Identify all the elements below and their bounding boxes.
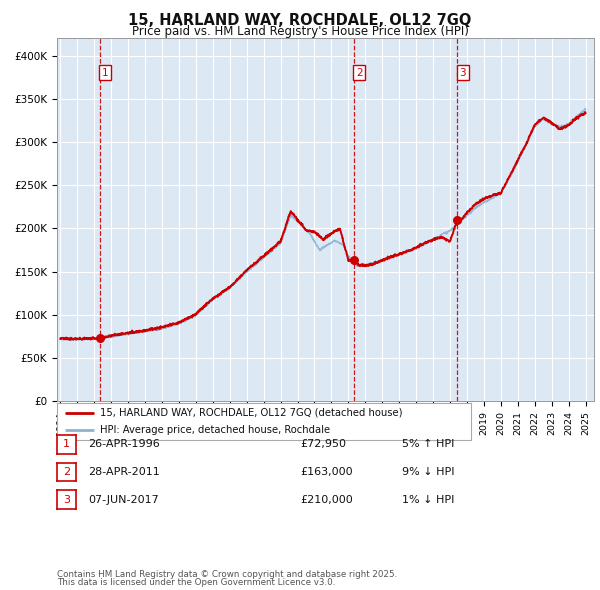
Text: 15, HARLAND WAY, ROCHDALE, OL12 7GQ (detached house): 15, HARLAND WAY, ROCHDALE, OL12 7GQ (det… xyxy=(100,408,403,418)
Text: £210,000: £210,000 xyxy=(300,495,353,504)
Text: 28-APR-2011: 28-APR-2011 xyxy=(88,467,160,477)
Text: 1: 1 xyxy=(63,440,70,449)
Text: Contains HM Land Registry data © Crown copyright and database right 2025.: Contains HM Land Registry data © Crown c… xyxy=(57,571,397,579)
Text: HPI: Average price, detached house, Rochdale: HPI: Average price, detached house, Roch… xyxy=(100,425,331,435)
Text: 07-JUN-2017: 07-JUN-2017 xyxy=(88,495,159,504)
Text: 3: 3 xyxy=(63,495,70,504)
Text: 1% ↓ HPI: 1% ↓ HPI xyxy=(402,495,454,504)
Text: 5% ↑ HPI: 5% ↑ HPI xyxy=(402,440,454,449)
Text: 2: 2 xyxy=(63,467,70,477)
Text: £72,950: £72,950 xyxy=(300,440,346,449)
Text: 9% ↓ HPI: 9% ↓ HPI xyxy=(402,467,455,477)
Text: 3: 3 xyxy=(460,68,466,78)
Text: £163,000: £163,000 xyxy=(300,467,353,477)
Text: 2: 2 xyxy=(356,68,362,78)
Text: This data is licensed under the Open Government Licence v3.0.: This data is licensed under the Open Gov… xyxy=(57,578,335,587)
Text: 1: 1 xyxy=(102,68,109,78)
Text: 26-APR-1996: 26-APR-1996 xyxy=(88,440,160,449)
Text: 15, HARLAND WAY, ROCHDALE, OL12 7GQ: 15, HARLAND WAY, ROCHDALE, OL12 7GQ xyxy=(128,13,472,28)
Text: Price paid vs. HM Land Registry's House Price Index (HPI): Price paid vs. HM Land Registry's House … xyxy=(131,25,469,38)
